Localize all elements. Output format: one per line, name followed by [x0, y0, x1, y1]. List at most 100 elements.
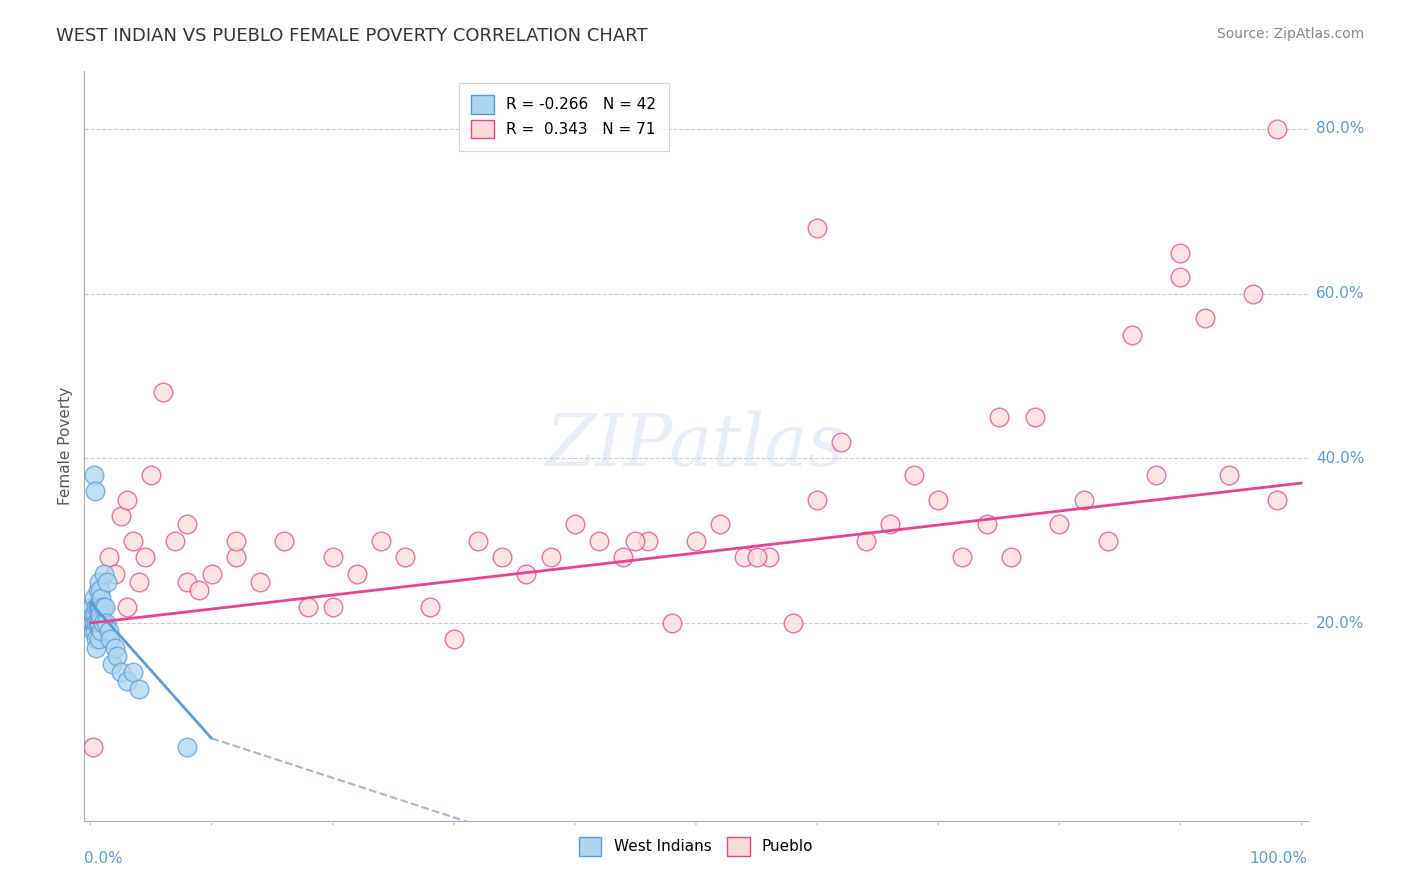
Point: [612, 550, 634, 565]
Text: Source: ZipAtlas.com: Source: ZipAtlas.com: [1216, 27, 1364, 41]
Point: [1194, 311, 1216, 326]
Point: [96, 574, 118, 589]
Point: [83, 591, 105, 606]
Point: [93, 566, 115, 581]
Point: [952, 550, 974, 565]
Point: [104, 566, 127, 581]
Point: [89, 599, 111, 614]
Point: [104, 640, 127, 655]
Point: [86, 615, 108, 630]
Point: [86, 583, 108, 598]
Point: [94, 599, 117, 614]
Point: [97, 624, 120, 639]
Point: [249, 574, 271, 589]
Point: [443, 632, 465, 647]
Point: [91, 615, 114, 630]
Point: [139, 467, 162, 482]
Point: [115, 492, 138, 507]
Point: [1265, 122, 1288, 136]
Point: [758, 550, 780, 565]
Point: [152, 385, 174, 400]
Point: [564, 517, 586, 532]
Point: [927, 492, 949, 507]
Text: 0.0%: 0.0%: [84, 851, 124, 866]
Point: [1170, 245, 1192, 260]
Point: [86, 640, 108, 655]
Text: 100.0%: 100.0%: [1250, 851, 1308, 866]
Point: [80, 615, 103, 630]
Point: [90, 591, 112, 606]
Point: [115, 673, 138, 688]
Point: [176, 739, 198, 754]
Point: [1218, 467, 1240, 482]
Point: [709, 517, 731, 532]
Point: [121, 665, 143, 680]
Point: [83, 615, 105, 630]
Point: [806, 220, 828, 235]
Point: [297, 599, 319, 614]
Point: [176, 517, 198, 532]
Point: [91, 599, 114, 614]
Point: [89, 583, 111, 598]
Point: [84, 607, 107, 622]
Point: [491, 550, 513, 565]
Point: [418, 599, 440, 614]
Point: [1073, 492, 1095, 507]
Point: [87, 574, 110, 589]
Point: [273, 533, 295, 548]
Text: 60.0%: 60.0%: [1316, 286, 1364, 301]
Point: [87, 632, 110, 647]
Point: [82, 607, 104, 622]
Point: [98, 632, 121, 647]
Point: [91, 615, 114, 630]
Point: [188, 583, 211, 598]
Point: [903, 467, 925, 482]
Text: 40.0%: 40.0%: [1316, 450, 1364, 466]
Point: [134, 550, 156, 565]
Point: [83, 467, 105, 482]
Y-axis label: Female Poverty: Female Poverty: [58, 387, 73, 505]
Point: [86, 599, 108, 614]
Point: [86, 599, 108, 614]
Point: [637, 533, 659, 548]
Point: [588, 533, 610, 548]
Text: WEST INDIAN VS PUEBLO FEMALE POVERTY CORRELATION CHART: WEST INDIAN VS PUEBLO FEMALE POVERTY COR…: [56, 27, 648, 45]
Point: [1241, 286, 1264, 301]
Point: [322, 599, 344, 614]
Point: [685, 533, 707, 548]
Point: [733, 550, 755, 565]
Point: [976, 517, 998, 532]
Point: [86, 632, 108, 647]
Point: [90, 624, 112, 639]
Point: [84, 624, 107, 639]
Point: [97, 550, 120, 565]
Point: [82, 624, 104, 639]
Point: [879, 517, 901, 532]
Point: [322, 550, 344, 565]
Point: [467, 533, 489, 548]
Point: [987, 410, 1010, 425]
Point: [1265, 492, 1288, 507]
Point: [87, 599, 110, 614]
Point: [91, 615, 114, 630]
Point: [128, 681, 150, 696]
Point: [200, 566, 222, 581]
Point: [1047, 517, 1070, 532]
Point: [225, 550, 247, 565]
Point: [1170, 270, 1192, 285]
Point: [89, 607, 111, 622]
Text: 80.0%: 80.0%: [1316, 121, 1364, 136]
Point: [1097, 533, 1119, 548]
Point: [830, 434, 852, 449]
Point: [96, 615, 118, 630]
Point: [82, 739, 104, 754]
Text: 20.0%: 20.0%: [1316, 615, 1364, 631]
Point: [115, 599, 138, 614]
Point: [86, 599, 108, 614]
Text: ZIPatlas: ZIPatlas: [546, 410, 846, 482]
Point: [394, 550, 416, 565]
Point: [624, 533, 647, 548]
Point: [101, 657, 124, 672]
Point: [128, 574, 150, 589]
Point: [782, 615, 804, 630]
